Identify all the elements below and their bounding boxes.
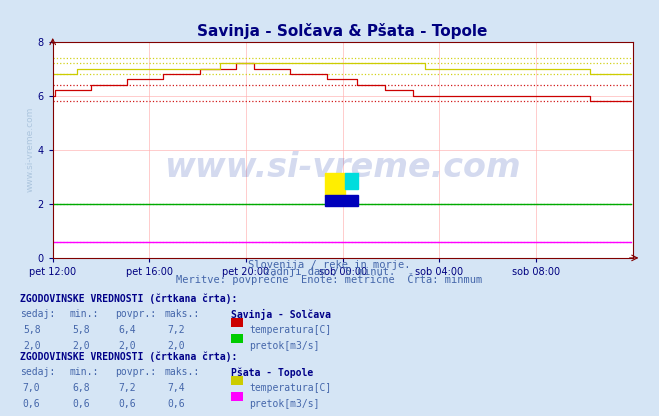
Text: temperatura[C]: temperatura[C] [249, 383, 331, 393]
Text: 6,4: 6,4 [119, 325, 136, 335]
Text: min.:: min.: [69, 309, 99, 319]
Text: www.si-vreme.com: www.si-vreme.com [164, 151, 521, 183]
Text: 2,0: 2,0 [23, 341, 40, 351]
Text: 5,8: 5,8 [72, 325, 90, 335]
Text: ZGODOVINSKE VREDNOSTI (črtkana črta):: ZGODOVINSKE VREDNOSTI (črtkana črta): [20, 352, 237, 362]
Text: 7,4: 7,4 [168, 383, 185, 393]
Text: povpr.:: povpr.: [115, 309, 156, 319]
Bar [345, 173, 358, 189]
Text: min.:: min.: [69, 367, 99, 377]
Y-axis label: www.si-vreme.com: www.si-vreme.com [26, 107, 35, 193]
Text: maks.:: maks.: [165, 309, 200, 319]
Text: 7,0: 7,0 [23, 383, 40, 393]
Text: temperatura[C]: temperatura[C] [249, 325, 331, 335]
Bar [325, 173, 345, 196]
Text: 0,6: 0,6 [168, 399, 185, 409]
Text: 0,6: 0,6 [72, 399, 90, 409]
Text: pretok[m3/s]: pretok[m3/s] [249, 341, 320, 351]
Text: sedaj:: sedaj: [20, 367, 55, 377]
Text: Slovenija / reke in morje.: Slovenija / reke in morje. [248, 260, 411, 270]
Text: Pšata - Topole: Pšata - Topole [231, 367, 313, 378]
Text: pretok[m3/s]: pretok[m3/s] [249, 399, 320, 409]
Text: 7,2: 7,2 [119, 383, 136, 393]
Text: 2,0: 2,0 [119, 341, 136, 351]
Text: 2,0: 2,0 [168, 341, 185, 351]
Text: Meritve: povprečne  Enote: metrične  Črta: minmum: Meritve: povprečne Enote: metrične Črta:… [177, 273, 482, 285]
Text: 0,6: 0,6 [23, 399, 40, 409]
Text: 2,0: 2,0 [72, 341, 90, 351]
Text: maks.:: maks.: [165, 367, 200, 377]
Text: povpr.:: povpr.: [115, 367, 156, 377]
Text: Savinja - Solčava: Savinja - Solčava [231, 309, 331, 320]
Text: zadnji dan / 5 minut.: zadnji dan / 5 minut. [264, 267, 395, 277]
Text: sedaj:: sedaj: [20, 309, 55, 319]
Text: 7,2: 7,2 [168, 325, 185, 335]
Text: 0,6: 0,6 [119, 399, 136, 409]
Text: 5,8: 5,8 [23, 325, 40, 335]
Text: 6,8: 6,8 [72, 383, 90, 393]
Title: Savinja - Solčava & Pšata - Topole: Savinja - Solčava & Pšata - Topole [198, 23, 488, 39]
Text: ZGODOVINSKE VREDNOSTI (črtkana črta):: ZGODOVINSKE VREDNOSTI (črtkana črta): [20, 293, 237, 304]
Bar [325, 195, 358, 206]
